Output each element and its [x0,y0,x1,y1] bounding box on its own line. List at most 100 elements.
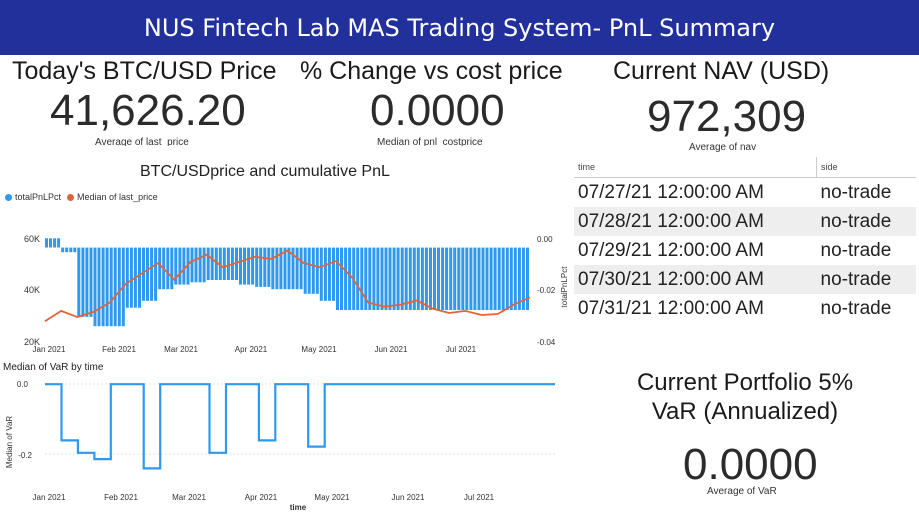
pnl-bar [404,247,408,310]
var-kpi-value: 0.0000 [683,440,818,489]
pnl-bar [69,247,73,253]
pnl-bar [429,247,432,310]
pnl-bar [461,247,465,310]
cell-side: no-trade [820,239,892,261]
dashboard-header: NUS Fintech Lab MAS Trading System- PnL … [0,0,919,55]
pnl-bar [271,247,275,290]
btc-price-value: 41,626.20 [50,86,246,135]
price-pnl-axes: 60K 40K 20K 0.00 -0.02 -0.04 totalPnLPct… [24,234,569,354]
table-row[interactable]: 07/29/21 12:00:00 AM no-trade [574,236,916,265]
pnl-bar [311,247,315,294]
y-right-tick: 0.00 [537,235,553,244]
var-x-axis-label: time [290,503,307,512]
nav-caption: Average of nav [689,142,757,153]
cell-time: 07/28/21 12:00:00 AM [574,207,817,236]
pnl-bar [291,247,295,290]
pnl-bar [279,247,283,290]
pnl-bar [384,247,388,310]
pnl-bar [332,247,335,301]
price-pnl-legend: totalPnLPct Median of last_price [5,192,158,202]
pnl-bar [526,247,529,310]
pnl-bar [445,247,449,310]
y-right-tick: -0.04 [537,338,556,347]
pnl-bar [493,247,497,310]
price-pnl-chart-title: BTC/USDprice and cumulative PnL [140,163,390,180]
pnl-bar [513,247,517,310]
pnl-bar [388,247,392,310]
pnl-bar [206,247,210,280]
legend-blue-dot [5,193,12,201]
pnl-bar [109,247,113,327]
pnl-bar [113,247,117,327]
pnl-bar [89,247,93,317]
table-row[interactable]: 07/30/21 12:00:00 AM no-trade [574,265,916,294]
pnl-bar [182,247,186,285]
var-line [45,383,555,470]
column-header-time[interactable]: time [574,157,817,178]
pnl-bar [150,247,154,301]
pnl-bar [360,247,364,310]
btc-price-caption: Average of last_price [95,137,189,146]
pnl-bar [154,247,158,301]
table-row[interactable]: 07/31/21 12:00:00 AM no-trade [574,294,916,323]
x-tick: Jan 2021 [33,345,66,354]
cell-side: no-trade [820,297,892,319]
pnl-bar [497,247,501,310]
table-row[interactable]: 07/27/21 12:00:00 AM no-trade [574,178,916,208]
pnl-bar [449,247,453,310]
pnl-bar [178,247,182,285]
cell-time: 07/30/21 12:00:00 AM [574,265,817,294]
var-chart[interactable]: 0.0 -0.2 Median of VaR Jan 2021 Feb 2021… [0,372,570,516]
var-y-tick: 0.0 [17,380,29,389]
pnl-bar [457,247,461,310]
table-row[interactable]: 07/28/21 12:00:00 AM no-trade [574,207,916,236]
cell-time: 07/27/21 12:00:00 AM [578,181,764,203]
legend-price-label: Median of last_price [77,192,158,202]
pnl-bar [243,247,246,285]
pnl-bar [453,247,457,310]
pnl-bar [433,247,436,310]
pnl-bar [505,247,509,310]
pnl-bar [364,247,368,310]
pnl-bar [251,247,255,285]
pnl-bar [117,247,121,327]
pnl-bar [202,247,206,283]
pnl-bar [392,247,396,310]
column-header-side[interactable]: side [816,157,916,178]
pnl-bar [303,247,307,294]
pnl-bar [65,247,69,253]
pnl-bar [93,247,97,327]
pnl-bar [138,247,141,308]
pnl-bar [485,247,489,310]
var-kpi-caption: Average of VaR [707,486,777,497]
pnl-bar [263,247,267,287]
pnl-bar [101,247,105,327]
pnl-bar [146,247,149,301]
pnl-bar [323,247,327,301]
x-tick: Apr 2021 [235,345,268,354]
pct-change-value: 0.0000 [370,86,505,135]
price-line [44,249,531,323]
pnl-bar [57,238,61,248]
pnl-bar [424,247,428,310]
price-pnl-chart[interactable]: 60K 40K 20K 0.00 -0.02 -0.04 totalPnLPct… [0,200,570,360]
pnl-bar [408,247,412,310]
pnl-bar [473,247,477,310]
pnl-bar [521,247,525,310]
pnl-bar [166,247,170,290]
trades-table[interactable]: time side 07/27/21 12:00:00 AM no-trade … [574,157,916,323]
pnl-bar [226,247,230,280]
pnl-bar [380,247,384,310]
pnl-bar [283,247,287,290]
var-x-tick: Apr 2021 [245,493,278,502]
pnl-bar [125,247,129,308]
pnl-bar [218,247,222,280]
pnl-bar [97,247,101,327]
pnl-bar [517,247,521,310]
cell-side: no-trade [816,207,916,236]
pnl-bar [186,247,190,285]
pnl-bar [194,247,198,283]
pnl-bar [412,247,416,310]
btc-price-title: Today's BTC/USD Price [12,57,277,85]
var-kpi-title: Current Portfolio 5% VaR (Annualized) [600,368,890,426]
